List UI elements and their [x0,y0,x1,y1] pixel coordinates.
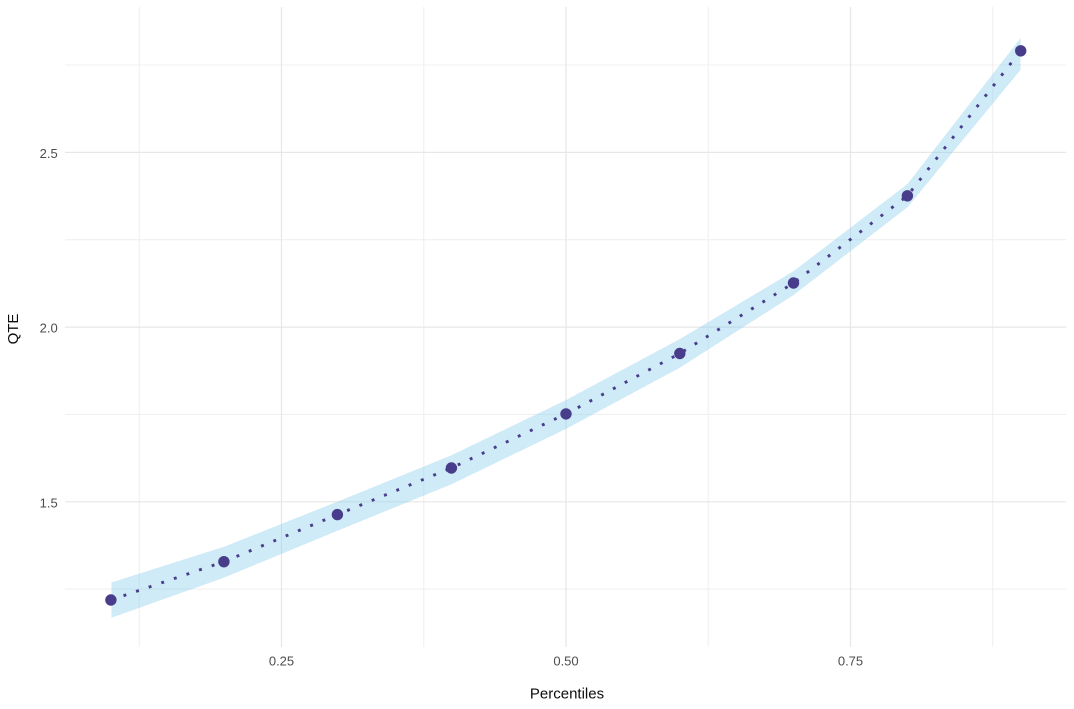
svg-text:2.0: 2.0 [40,321,58,336]
svg-text:0.25: 0.25 [269,653,294,668]
svg-text:0.75: 0.75 [838,653,863,668]
svg-text:QTE: QTE [5,314,22,345]
svg-text:0.50: 0.50 [553,653,578,668]
svg-text:1.5: 1.5 [40,495,58,510]
svg-text:2.5: 2.5 [40,146,58,161]
svg-text:Percentiles: Percentiles [530,686,604,703]
